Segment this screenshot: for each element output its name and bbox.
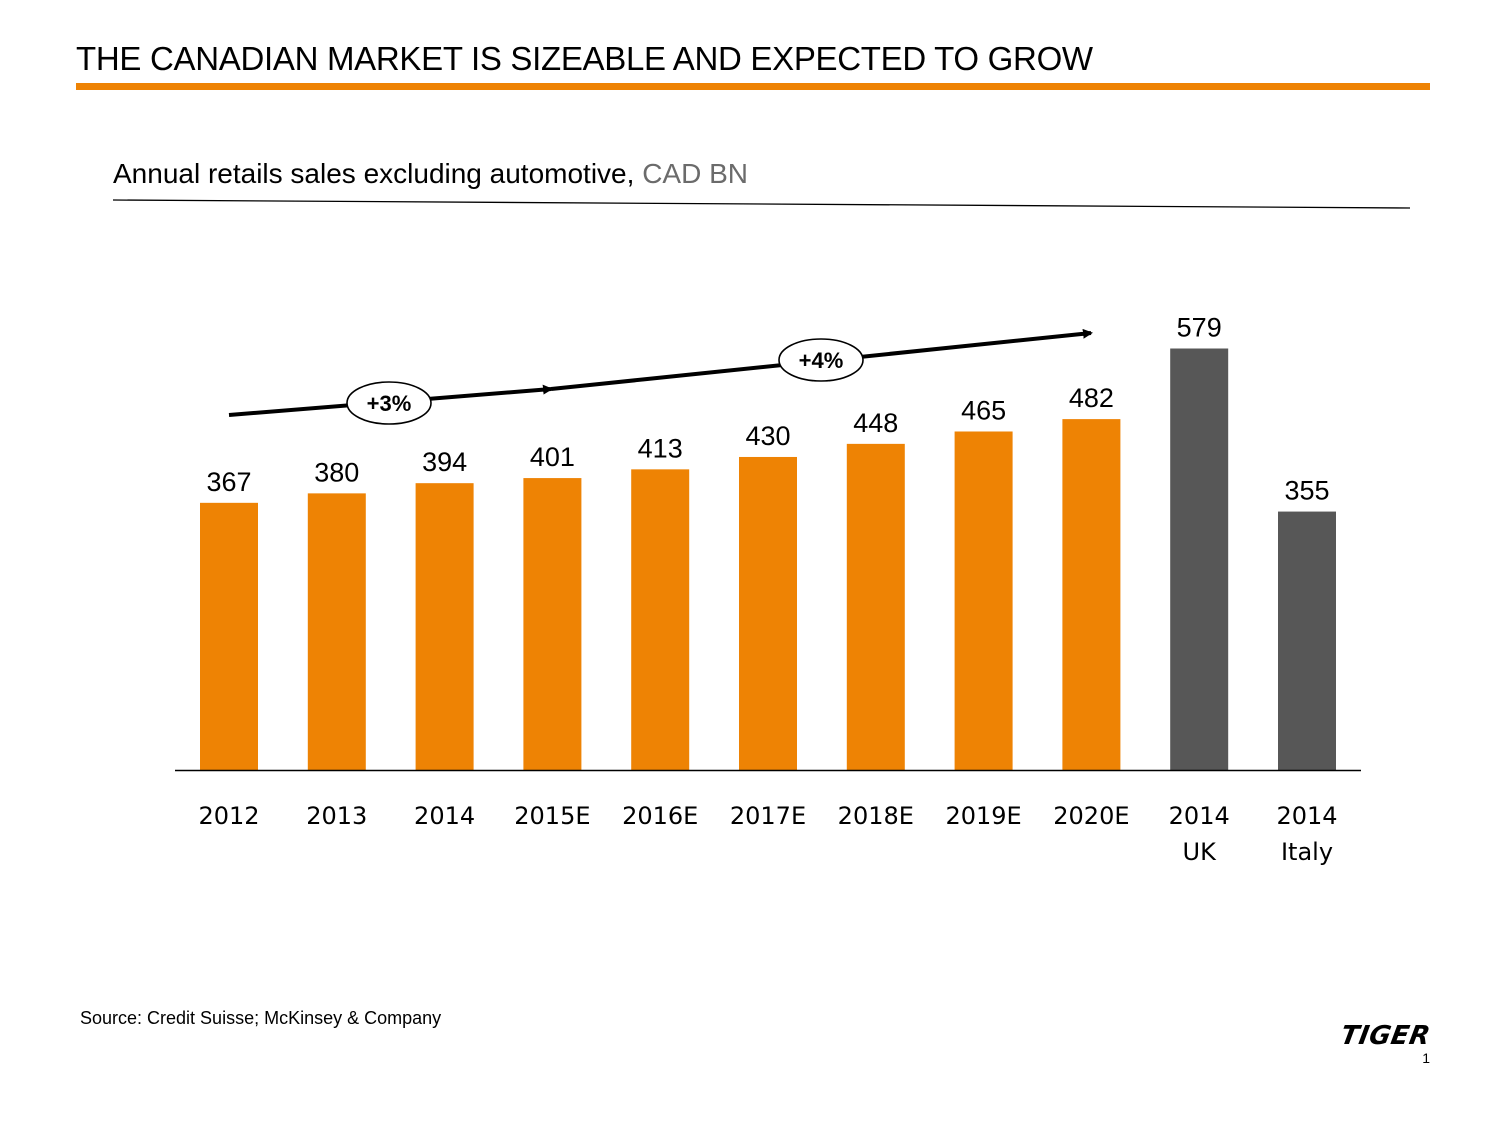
x-tick-label: 2019E — [945, 802, 1021, 830]
bar-2020e — [1062, 419, 1121, 770]
growth-label: +3% — [367, 391, 412, 416]
bar-2018e — [846, 443, 905, 770]
x-tick-label: 2014 — [414, 802, 475, 830]
x-tick-label: 2017E — [730, 802, 806, 830]
bar-2014-uk — [1170, 348, 1229, 770]
x-tick-label: 2012 — [198, 802, 259, 830]
source-note: Source: Credit Suisse; McKinsey & Compan… — [80, 1008, 442, 1028]
data-label: 401 — [530, 442, 575, 472]
bar-2013 — [307, 493, 366, 770]
x-tick-label: 2014 — [1276, 802, 1337, 830]
x-tick-label: 2014 — [1169, 802, 1230, 830]
data-label: 482 — [1069, 383, 1114, 413]
data-label: 413 — [638, 433, 683, 463]
growth-oval — [346, 381, 432, 425]
bar-2019e — [954, 431, 1013, 770]
data-label: 394 — [422, 447, 467, 477]
x-tick-label: Italy — [1281, 838, 1333, 866]
x-tick-label: 2018E — [838, 802, 914, 830]
title-underline — [76, 83, 1430, 90]
x-tick-label: 2016E — [622, 802, 698, 830]
growth-label: +4% — [799, 348, 844, 373]
x-tick-label: 2015E — [514, 802, 590, 830]
tiger-logo: TIGER — [1338, 1021, 1433, 1051]
data-label: 448 — [853, 408, 898, 438]
x-tick-label: 2013 — [306, 802, 367, 830]
data-label: 367 — [206, 467, 251, 497]
page-number: 1 — [1422, 1050, 1430, 1066]
subtitle-divider — [113, 199, 1410, 209]
slide-title: THE CANADIAN MARKET IS SIZEABLE AND EXPE… — [76, 40, 1093, 77]
bar-2016e — [631, 469, 690, 770]
chart-subtitle: Annual retails sales excluding automotiv… — [113, 158, 748, 190]
subtitle-text: Annual retails sales excluding automotiv… — [113, 158, 643, 189]
bar-2015e — [523, 478, 582, 770]
data-label: 355 — [1284, 476, 1329, 506]
data-label: 579 — [1177, 313, 1222, 343]
subtitle-unit: CAD BN — [642, 158, 748, 189]
growth-oval — [778, 338, 864, 382]
bar-2017e — [739, 456, 797, 770]
bar-2012 — [200, 502, 258, 770]
bar-2014 — [415, 483, 474, 770]
x-tick-label: UK — [1183, 838, 1218, 866]
bar-2014-italy — [1278, 511, 1336, 770]
x-tick-label: 2020E — [1053, 802, 1129, 830]
data-label: 380 — [314, 457, 359, 487]
data-label: 430 — [745, 421, 790, 451]
data-label: 465 — [961, 395, 1006, 425]
